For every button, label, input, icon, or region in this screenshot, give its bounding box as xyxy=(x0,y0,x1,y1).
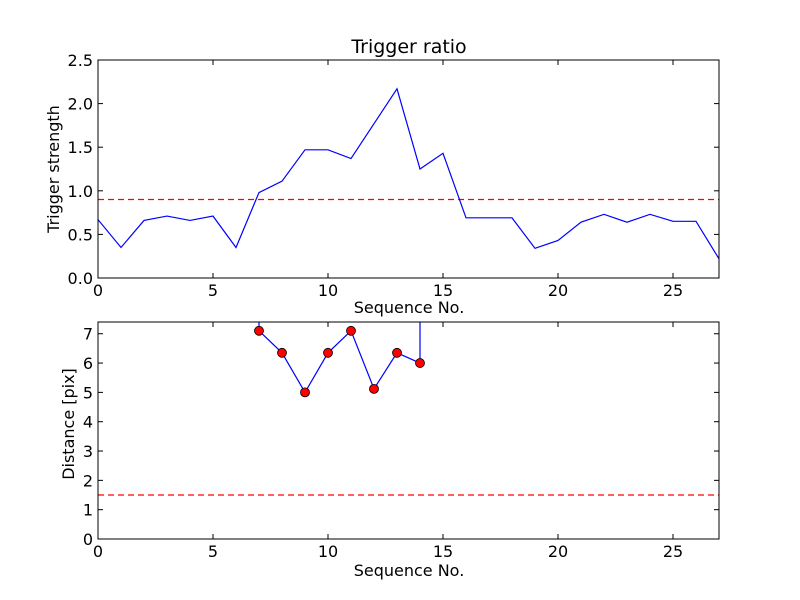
top-x-tick-label: 20 xyxy=(548,281,568,300)
bottom-y-tick-label: 2 xyxy=(83,471,93,490)
bottom-data-point xyxy=(277,347,287,358)
top-series-line xyxy=(98,87,719,260)
top-y-tick-label: 0.0 xyxy=(68,269,93,288)
top-y-tick-label: 2.5 xyxy=(68,51,93,70)
bottom-data-point xyxy=(392,347,402,358)
bottom-clipped-data xyxy=(98,322,719,496)
top-y-axis-label: Trigger strength xyxy=(44,105,63,234)
bottom-data-point xyxy=(254,325,264,336)
bottom-data-point xyxy=(346,325,356,336)
chart-title: Trigger ratio xyxy=(350,36,466,58)
bottom-data-point xyxy=(300,387,310,398)
bottom-series-line xyxy=(258,329,421,394)
bottom-data-point xyxy=(415,358,425,368)
top-x-tick-label: 0 xyxy=(93,281,103,300)
bottom-y-tick-label: 1 xyxy=(83,501,93,520)
bottom-axes-frame xyxy=(97,321,720,540)
bottom-y-tick-label: 5 xyxy=(83,383,93,402)
top-y-tick-label: 1.0 xyxy=(68,182,93,201)
bottom-x-tick-label: 25 xyxy=(663,542,683,561)
bottom-x-axis-label: Sequence No. xyxy=(354,561,465,580)
bottom-y-tick-label: 4 xyxy=(83,413,93,432)
top-x-axis-label: Sequence No. xyxy=(354,298,465,317)
bottom-y-axis-label: Distance [pix] xyxy=(59,368,78,480)
bottom-x-tick-label: 0 xyxy=(93,542,103,561)
distance-series-group xyxy=(98,322,719,496)
top-ticks-group: 0 5 10 15 20 25 0.0 0.5 1.0 1.5 2.0 2.5 xyxy=(68,51,719,300)
bottom-y-tick-label: 7 xyxy=(83,325,93,344)
top-x-tick-label: 5 xyxy=(208,281,218,300)
bottom-data-point xyxy=(323,347,333,358)
top-y-tick-label: 1.5 xyxy=(68,138,93,157)
bottom-x-tick-label: 10 xyxy=(318,542,338,561)
top-x-tick-label: 15 xyxy=(433,281,453,300)
bottom-x-tick-label: 15 xyxy=(433,542,453,561)
top-y-tick-label: 0.5 xyxy=(68,225,93,244)
trigger-series-group xyxy=(98,87,719,260)
top-clipped-data xyxy=(98,87,719,260)
top-x-tick-label: 25 xyxy=(663,281,683,300)
bottom-x-tick-label: 5 xyxy=(208,542,218,561)
bottom-ticks-group: 0 5 10 15 20 25 0 1 2 3 4 5 6 7 xyxy=(83,322,719,561)
top-x-tick-label: 10 xyxy=(318,281,338,300)
distance-plot: 0 5 10 15 20 25 0 1 2 3 4 5 6 7 Sequence No. Distance… xyxy=(59,321,720,580)
bottom-data-point xyxy=(369,383,379,394)
bottom-y-tick-label: 6 xyxy=(83,354,93,373)
top-y-tick-label: 2.0 xyxy=(68,95,93,114)
trigger-strength-plot: Trigger ratio 0 5 10 15 20 25 0.0 0.5 1.0 1.5 2.0 2… xyxy=(44,36,720,317)
bottom-x-tick-label: 20 xyxy=(548,542,568,561)
bottom-y-tick-label: 0 xyxy=(83,530,93,549)
bottom-y-tick-label: 3 xyxy=(83,442,93,461)
top-axes-frame xyxy=(97,59,720,279)
